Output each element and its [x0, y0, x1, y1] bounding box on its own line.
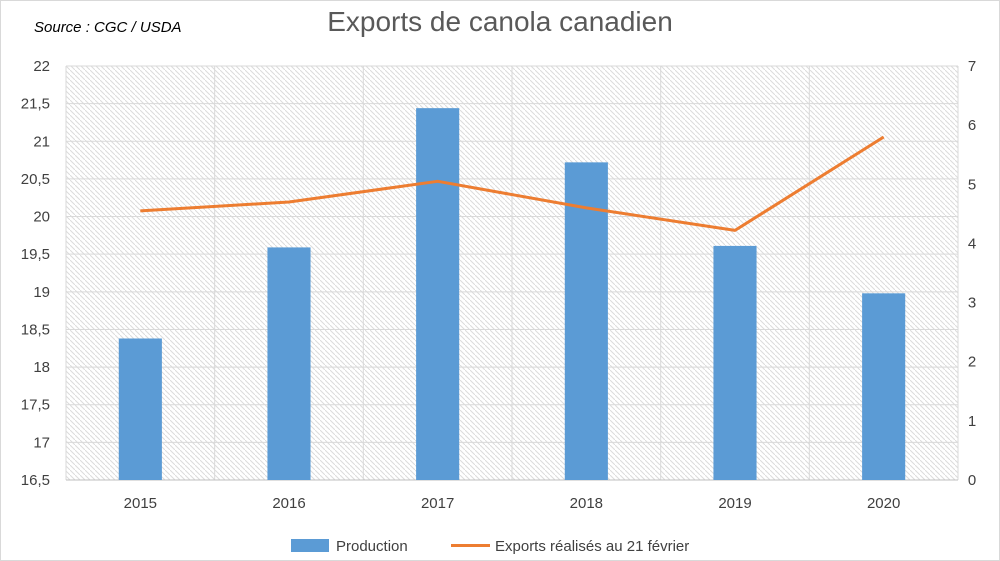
legend-swatch-production: [291, 539, 329, 552]
y-axis-right: 0 1 2 3 4 5 6 7: [968, 58, 976, 489]
y-left-tick-label: 20,5: [21, 171, 50, 188]
y-axis-left: 16,5 17 17,5 18 18,5 19 19,5 20 20,5 21 21,5 22: [21, 58, 50, 489]
y-right-tick-label: 5: [968, 176, 976, 193]
y-right-tick-label: 6: [968, 117, 976, 134]
y-right-tick-label: 2: [968, 354, 976, 371]
x-tick-label: 2020: [867, 495, 900, 512]
source-note: Source : CGC / USDA: [34, 19, 182, 36]
x-tick-label: 2018: [570, 495, 603, 512]
chart-title: Exports de canola canadien: [327, 6, 673, 37]
y-left-tick-label: 17,5: [21, 397, 50, 414]
y-left-tick-label: 18,5: [21, 321, 50, 338]
legend: Production Exports réalisés au 21 février: [291, 538, 689, 555]
bar: [118, 338, 162, 480]
bar: [267, 247, 311, 480]
line-series: [140, 135, 885, 232]
bar: [862, 293, 906, 480]
legend-label-production: Production: [336, 538, 408, 555]
y-right-tick-label: 7: [968, 58, 976, 75]
gridlines: [65, 65, 959, 481]
bar: [564, 162, 608, 480]
y-right-tick-label: 1: [968, 413, 976, 430]
y-right-tick-label: 4: [968, 235, 976, 252]
y-right-tick-label: 0: [968, 472, 976, 489]
y-left-tick-label: 22: [33, 58, 50, 75]
y-left-tick-label: 18: [33, 359, 50, 376]
x-tick-label: 2019: [718, 495, 751, 512]
y-left-tick-label: 17: [33, 434, 50, 451]
y-left-tick-label: 19: [33, 284, 50, 301]
y-left-tick-label: 16,5: [21, 472, 50, 489]
y-left-tick-label: 19,5: [21, 246, 50, 263]
x-tick-label: 2015: [124, 495, 157, 512]
y-left-tick-label: 21,5: [21, 96, 50, 113]
bar-series: [118, 108, 906, 481]
x-tick-label: 2016: [272, 495, 305, 512]
bar: [416, 108, 460, 481]
y-right-tick-label: 3: [968, 295, 976, 312]
y-left-tick-label: 21: [33, 133, 50, 150]
x-tick-label: 2017: [421, 495, 454, 512]
y-left-tick-label: 20: [33, 209, 50, 226]
x-axis: 2015 2016 2017 2018 2019 2020: [124, 495, 901, 512]
legend-label-exports: Exports réalisés au 21 février: [495, 538, 689, 555]
bar: [713, 245, 757, 480]
